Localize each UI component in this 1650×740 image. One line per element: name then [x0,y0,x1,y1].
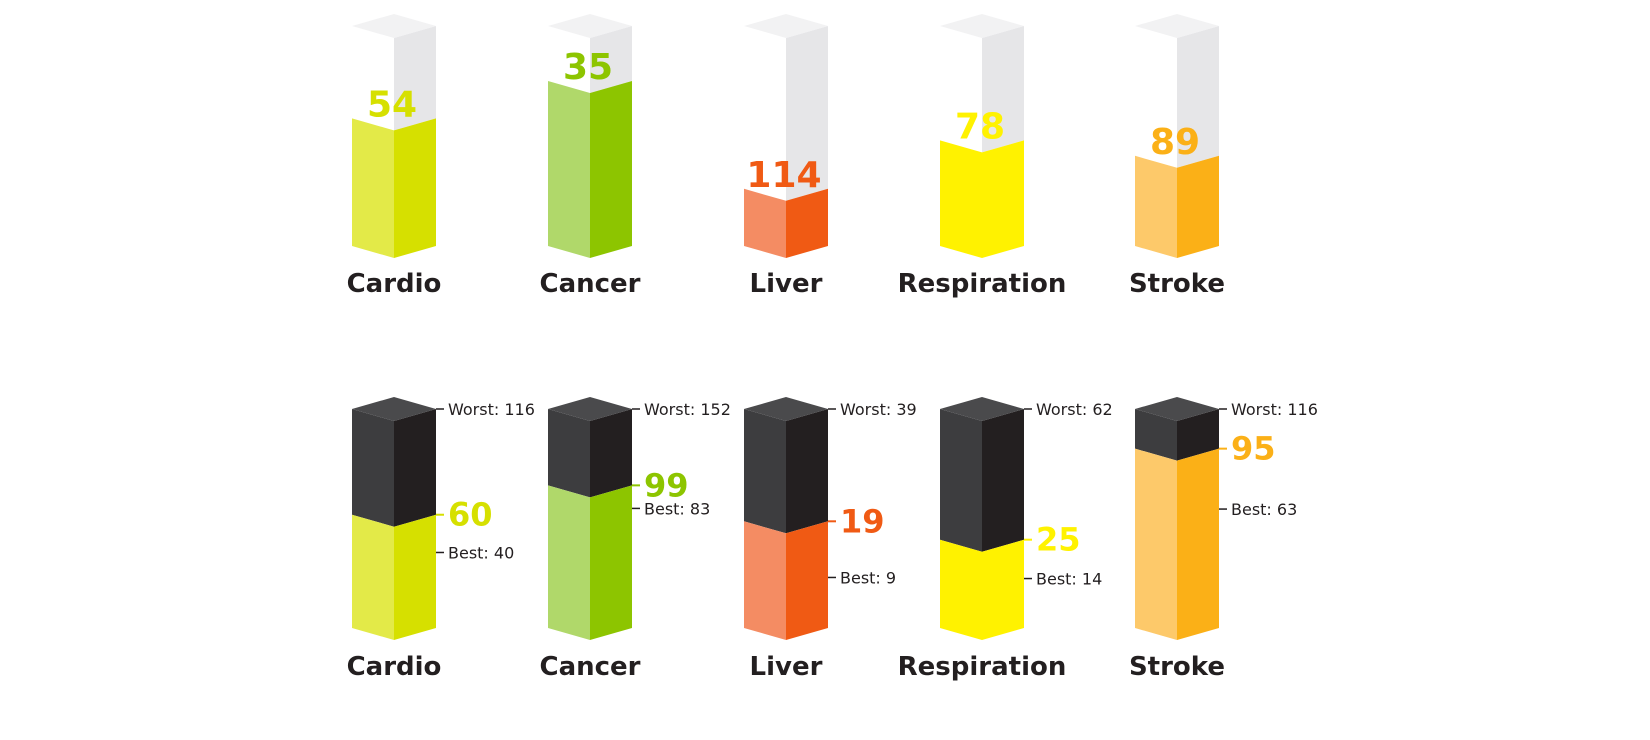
bar-bottom-stroke: Worst: 116 95 Best: 63 Stroke [1129,397,1318,682]
filled-left-face [940,539,982,640]
empty-right-face [982,26,1024,153]
empty-left-face [744,26,786,201]
value-label: 54 [367,84,417,125]
remaining-right-face [786,409,828,534]
filled-left-face [940,140,982,258]
category-label: Stroke [1129,652,1225,682]
worst-label: Worst: 39 [840,400,917,419]
filled-left-face [548,485,590,640]
category-label: Cardio [347,652,442,682]
filled-left-face [744,188,786,258]
remaining-right-face [1177,409,1219,461]
filled-right-face [590,81,632,258]
value-label: 95 [1231,430,1276,468]
best-label: Best: 40 [448,543,514,562]
empty-right-face [786,26,828,201]
worst-label: Worst: 116 [1231,400,1318,419]
category-label: Liver [750,652,823,682]
bar-bottom-cardio: Worst: 116 60 Best: 40 Cardio [347,397,535,682]
bar-top-face [940,397,1024,421]
filled-right-face [590,485,632,640]
chart-top: 54 Cardio 35 Cancer 114 Liver 78 Respiration 89 S… [347,14,1225,299]
filled-left-face [744,521,786,640]
bar-top-face [352,14,436,38]
value-label: 89 [1150,122,1200,163]
value-label: 78 [955,106,1005,147]
category-label: Cancer [539,269,640,299]
category-label: Stroke [1129,269,1225,299]
category-label: Cardio [347,269,442,299]
remaining-right-face [394,409,436,527]
bar-top-face [1135,14,1219,38]
bar-top-respiration: 78 Respiration [898,14,1067,299]
empty-left-face [352,26,394,131]
bar-bottom-respiration: Worst: 62 25 Best: 14 Respiration [898,397,1113,682]
filled-right-face [394,118,436,259]
filled-left-face [548,81,590,258]
best-label: Best: 83 [644,499,710,518]
filled-right-face [1177,155,1219,258]
value-label: 19 [840,502,885,540]
value-label: 60 [448,496,493,534]
value-label: 114 [746,155,821,196]
worst-label: Worst: 62 [1036,400,1113,419]
filled-right-face [394,514,436,640]
filled-right-face [982,539,1024,640]
filled-right-face [786,521,828,640]
empty-right-face [590,26,632,93]
best-label: Best: 14 [1036,570,1102,589]
bar-top-cardio: 54 Cardio [347,14,442,299]
bar-top-face [352,397,436,421]
category-label: Respiration [898,269,1067,299]
filled-left-face [1135,448,1177,640]
value-label: 99 [644,466,689,504]
category-label: Respiration [898,652,1067,682]
empty-right-face [394,26,436,131]
filled-right-face [982,140,1024,258]
filled-left-face [352,514,394,640]
remaining-right-face [982,409,1024,552]
category-label: Cancer [539,652,640,682]
filled-right-face [786,188,828,258]
bar-top-stroke: 89 Stroke [1129,14,1225,299]
bar-bottom-liver: Worst: 39 19 Best: 9 Liver [744,397,917,682]
bar-top-face [548,397,632,421]
filled-right-face [1177,448,1219,640]
remaining-left-face [744,409,786,534]
empty-left-face [548,26,590,93]
remaining-right-face [590,409,632,498]
bar-top-face [940,14,1024,38]
filled-left-face [352,118,394,259]
best-label: Best: 63 [1231,500,1297,519]
bar-top-face [744,14,828,38]
remaining-left-face [940,409,982,552]
worst-label: Worst: 152 [644,400,731,419]
empty-left-face [940,26,982,153]
category-label: Liver [750,269,823,299]
bar-top-face [744,397,828,421]
empty-right-face [1177,26,1219,168]
worst-label: Worst: 116 [448,400,535,419]
bar-top-liver: 114 Liver [744,14,828,299]
filled-left-face [1135,155,1177,258]
value-label: 25 [1036,521,1081,559]
value-label: 35 [563,47,613,88]
best-label: Best: 9 [840,568,896,587]
bar-top-face [1135,397,1219,421]
bar-top-face [548,14,632,38]
empty-left-face [1135,26,1177,168]
remaining-left-face [548,409,590,498]
bar-top-cancer: 35 Cancer [539,14,641,299]
remaining-left-face [1135,409,1177,461]
remaining-left-face [352,409,394,527]
